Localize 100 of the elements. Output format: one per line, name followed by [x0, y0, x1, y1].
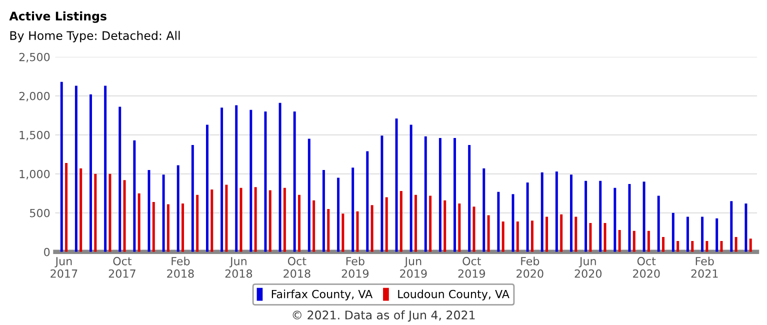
- bar: [327, 208, 330, 252]
- bar: [385, 197, 388, 252]
- bar: [400, 191, 402, 252]
- x-tick-label: Jun 2017: [50, 257, 78, 278]
- bar: [614, 188, 616, 252]
- bar: [657, 196, 660, 252]
- chart-title: Active Listings: [9, 11, 106, 23]
- bar: [701, 216, 704, 252]
- y-tick-label: 500: [30, 208, 50, 218]
- bar: [312, 200, 316, 252]
- bar: [604, 223, 606, 252]
- bar: [691, 240, 694, 252]
- legend-label: Loudoun County, VA: [398, 290, 510, 300]
- bar: [676, 240, 680, 252]
- bar: [454, 138, 456, 252]
- bar: [444, 200, 446, 252]
- bar: [366, 151, 369, 252]
- bar: [90, 94, 92, 252]
- bar: [497, 192, 500, 252]
- bar: [706, 240, 708, 252]
- x-tick-label: Jun 2020: [574, 257, 602, 278]
- bar: [472, 206, 476, 252]
- bar: [370, 205, 374, 252]
- bar: [414, 194, 417, 252]
- bar: [599, 180, 602, 252]
- bar: [716, 218, 718, 252]
- bar: [166, 204, 170, 252]
- bar: [182, 204, 184, 252]
- bar: [250, 110, 252, 252]
- bar: [395, 118, 398, 252]
- bar: [152, 202, 155, 252]
- bar: [220, 108, 224, 252]
- bar: [487, 215, 490, 252]
- bar: [337, 178, 340, 252]
- y-tick-label: 2,500: [19, 52, 50, 62]
- bar: [380, 136, 384, 252]
- bar: [191, 145, 194, 252]
- y-tick-label: 0: [44, 248, 50, 256]
- bar: [322, 170, 325, 252]
- y-tick-label: 1,000: [20, 170, 50, 180]
- legend-label: Fairfax County, VA: [272, 290, 373, 300]
- chart-subtitle: By Home Type: Detached: All: [10, 30, 180, 42]
- bar: [429, 196, 432, 252]
- x-tick-label: Oct 2019: [458, 256, 486, 278]
- bar: [546, 216, 548, 252]
- y-tick-label: 2,000: [19, 92, 50, 102]
- x-tick-label: Jun 2019: [400, 257, 427, 278]
- bar: [662, 237, 664, 252]
- bar: [225, 184, 228, 252]
- bar: [647, 230, 650, 252]
- x-tick-label: Feb 2021: [691, 256, 718, 278]
- bar: [632, 230, 636, 252]
- bar: [60, 82, 63, 252]
- bar: [123, 180, 126, 252]
- x-tick-label: Feb 2018: [167, 256, 194, 278]
- bar: [108, 174, 112, 252]
- bar: [468, 145, 471, 252]
- bar: [254, 187, 257, 252]
- bar: [65, 162, 68, 252]
- bar: [482, 168, 486, 252]
- bar: [176, 165, 180, 252]
- bar: [118, 106, 122, 252]
- bar: [210, 189, 214, 252]
- x-tick-label: Feb 2019: [342, 256, 369, 278]
- bar: [196, 194, 199, 252]
- bar: [530, 220, 534, 252]
- x-tick-label: Jun 2018: [225, 257, 252, 278]
- bar: [424, 136, 427, 252]
- bar: [540, 172, 544, 252]
- bar: [235, 105, 238, 252]
- bar: [352, 168, 354, 252]
- bar: [298, 194, 300, 252]
- bar: [749, 238, 752, 252]
- bar: [589, 223, 592, 252]
- bar: [574, 216, 578, 252]
- x-tick-label: Oct 2020: [633, 256, 660, 278]
- x-tick-label: Oct 2017: [108, 256, 136, 278]
- bar: [458, 204, 461, 252]
- bar: [240, 188, 242, 252]
- bar: [162, 174, 165, 252]
- bar: [206, 124, 208, 252]
- bar: [268, 190, 272, 252]
- bar: [138, 193, 140, 252]
- bar: [438, 138, 442, 252]
- bar: [293, 111, 296, 252]
- bar: [584, 180, 588, 252]
- bar: [80, 168, 82, 252]
- bar: [730, 201, 733, 252]
- bar: [734, 237, 738, 252]
- y-tick-label: 1,500: [20, 130, 50, 140]
- bar: [342, 214, 344, 252]
- bar: [308, 138, 310, 252]
- bar: [642, 182, 646, 252]
- bar: [264, 111, 267, 252]
- bar: [283, 188, 286, 252]
- bar: [526, 182, 529, 252]
- bar: [555, 172, 558, 252]
- bar: [570, 174, 572, 252]
- bar: [502, 221, 504, 252]
- bar: [744, 204, 748, 252]
